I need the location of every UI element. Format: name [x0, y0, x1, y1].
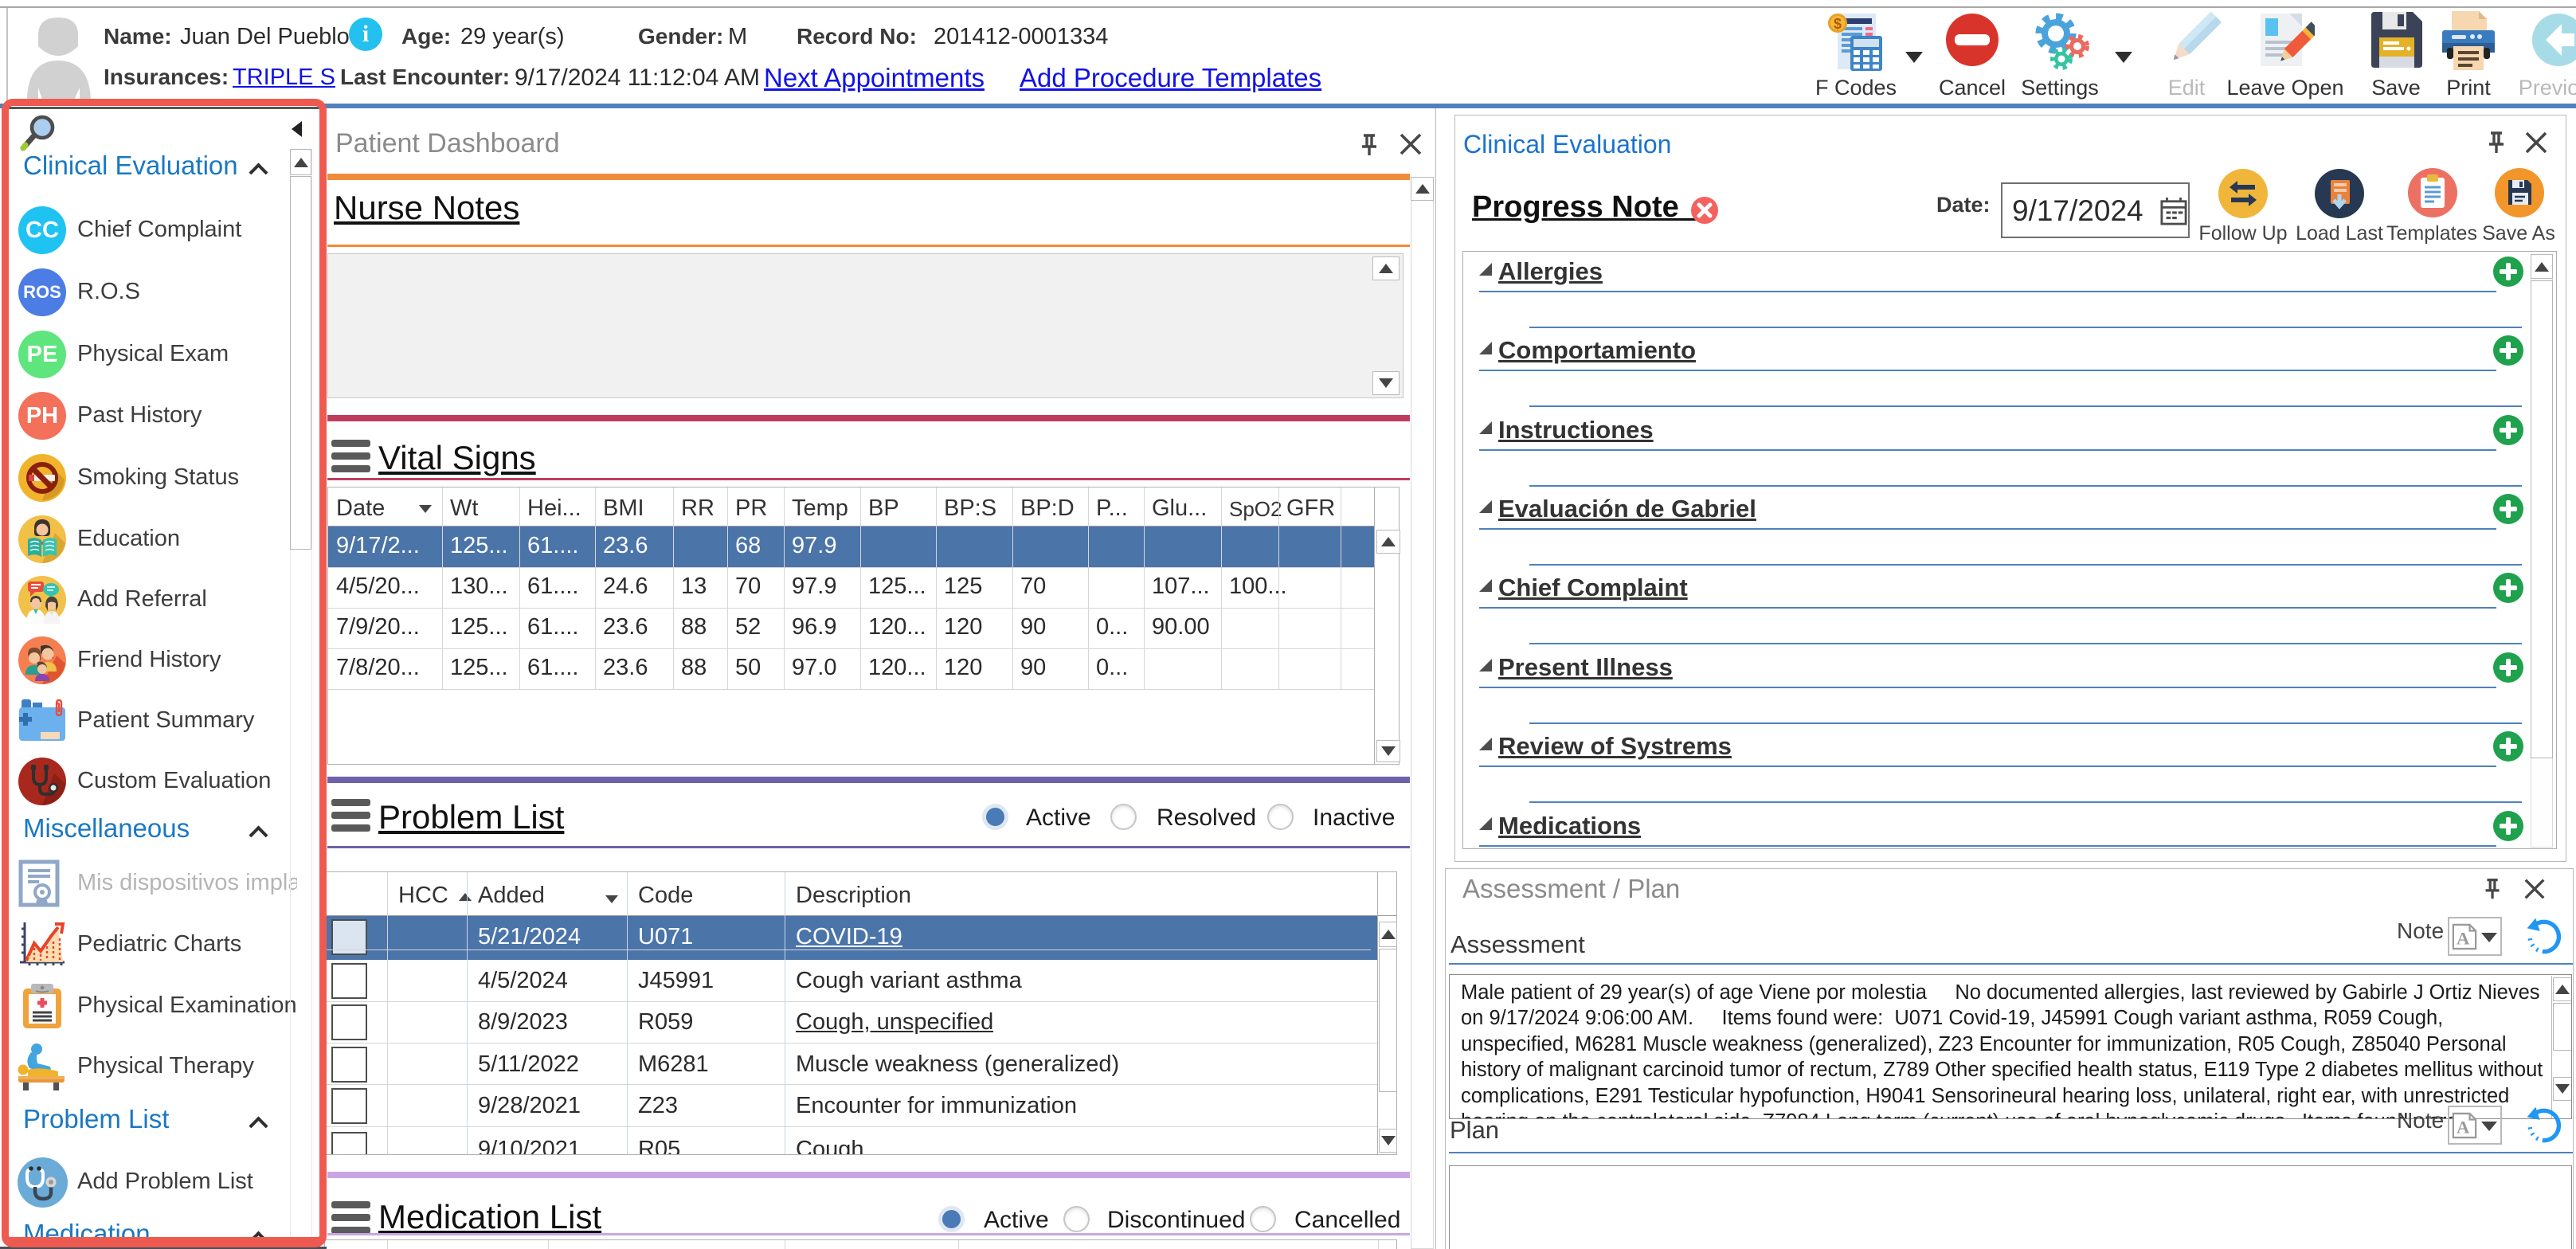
svg-text:A: A — [2457, 928, 2470, 948]
svg-text:$: $ — [1834, 16, 1842, 32]
svg-text:A: A — [2457, 1117, 2470, 1137]
